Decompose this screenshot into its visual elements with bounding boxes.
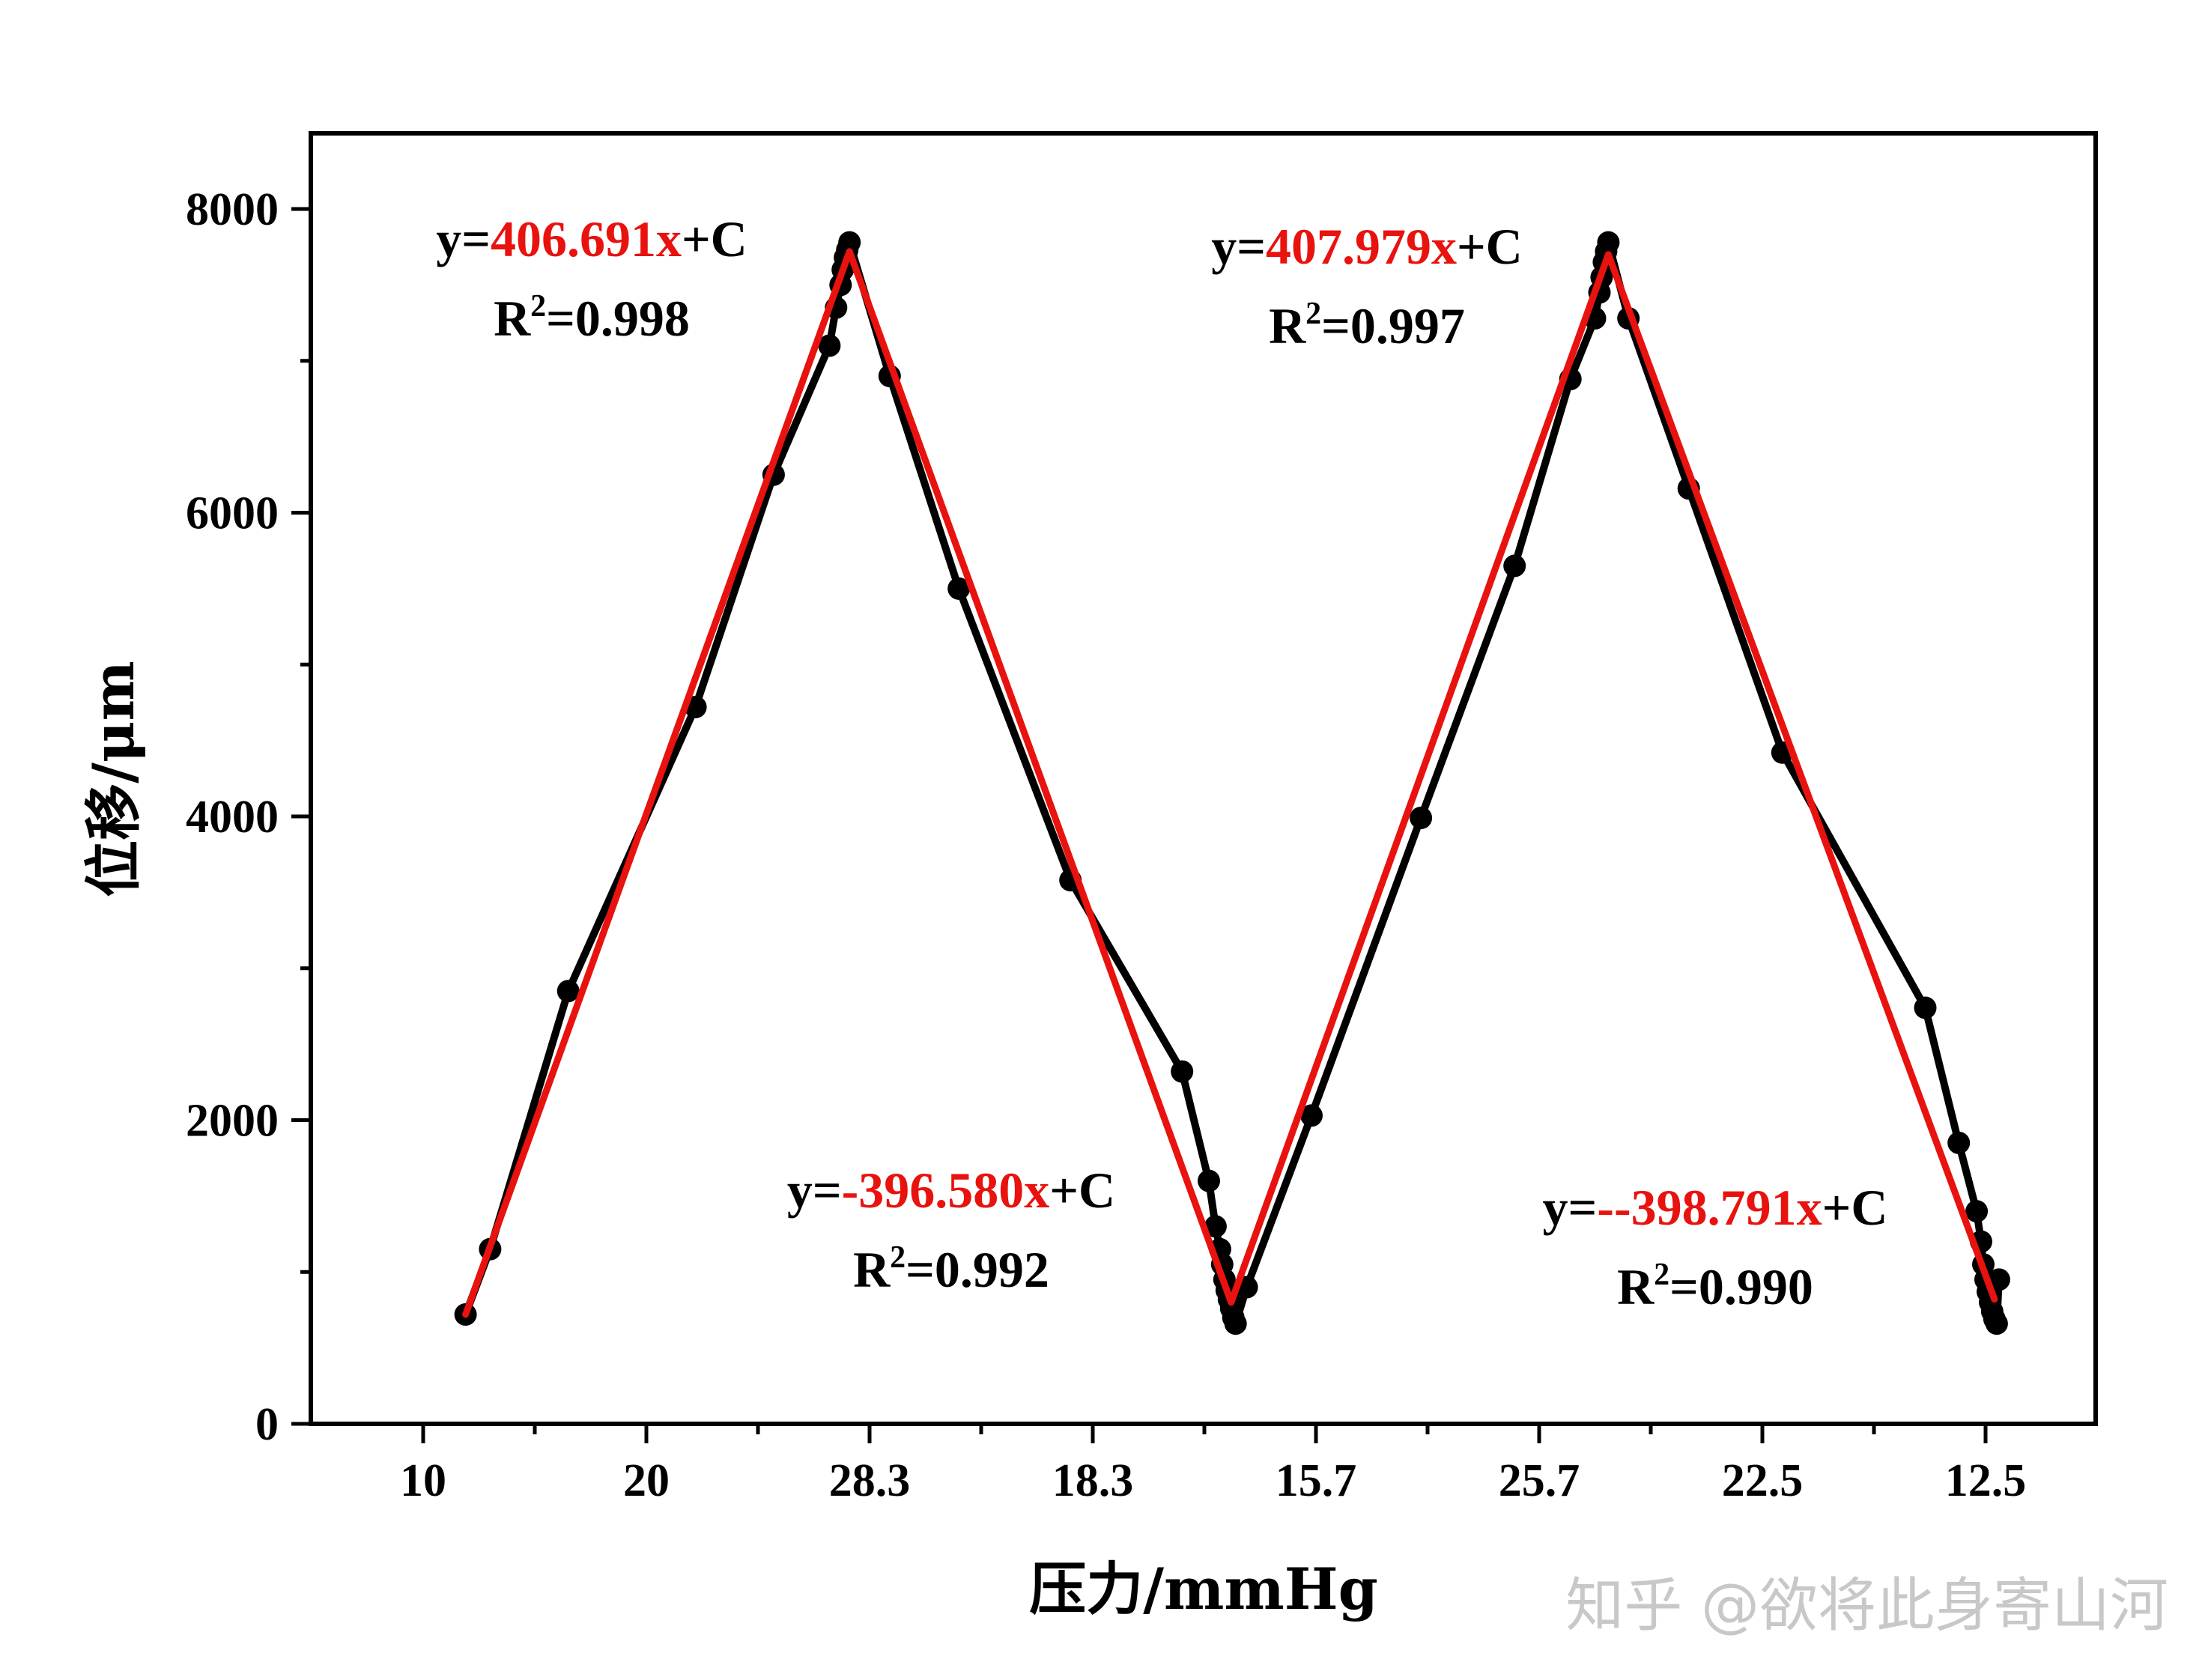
x-tick-label: 10 [400,1455,446,1506]
y-tick-labels: 0 2000 4000 6000 8000 [186,184,279,1450]
fit-annotation-4: y=--398.791x+C R2=0.990 [1543,1179,1888,1315]
fit-series-line [462,248,1998,1318]
svg-text:y=407.979x+C: y=407.979x+C [1211,218,1523,275]
svg-text:y=406.691x+C: y=406.691x+C [436,210,747,267]
y-tick-label: 8000 [186,184,279,235]
data-point [1914,996,1937,1019]
fit-annotation-2: y=407.979x+C R2=0.997 [1211,218,1523,354]
x-tick-labels: 10 20 28.3 18.3 15.7 25.7 22.5 12.5 [400,1455,2026,1506]
x-tick-label: 28.3 [829,1455,911,1506]
measured-series-line [461,238,2003,1328]
x-tick-label: 22.5 [1722,1455,1804,1506]
svg-text:R2=0.997: R2=0.997 [1269,297,1465,354]
data-point [1171,1060,1194,1083]
data-point [818,334,841,357]
series-layer [454,231,2010,1335]
plot-frame [309,131,2098,1426]
data-point [947,577,971,600]
data-point [1987,1268,2010,1291]
data-point [1597,231,1620,254]
svg-text:y=--398.791x+C: y=--398.791x+C [1543,1179,1888,1236]
x-tick-label: 20 [623,1455,670,1506]
data-point [1947,1131,1971,1154]
x-tick-label: 25.7 [1499,1455,1580,1506]
svg-text:R2=0.990: R2=0.990 [1617,1258,1813,1315]
y-tick-label: 4000 [186,792,279,843]
x-tick-label: 15.7 [1276,1455,1357,1506]
data-point [838,231,861,254]
y-tick-label: 6000 [186,488,279,539]
data-point [1204,1215,1227,1238]
fit-annotation-1: y=406.691x+C R2=0.998 [436,210,747,347]
x-tick-label: 18.3 [1052,1455,1134,1506]
svg-text:R2=0.998: R2=0.998 [494,289,690,347]
watermark: 知乎 @欲将此身寄山河 [1565,1572,2168,1640]
svg-text:y=-396.580x+C: y=-396.580x+C [787,1162,1115,1219]
data-point [1300,1104,1323,1127]
data-point [1965,1200,1989,1223]
data-point [1224,1312,1247,1335]
x-axis-title: 压力/mmHg [1029,1556,1378,1622]
data-point [1985,1312,2008,1335]
data-point [1503,554,1526,577]
data-point [1410,807,1433,829]
y-tick-label: 2000 [186,1096,279,1147]
svg-text:R2=0.992: R2=0.992 [853,1240,1049,1298]
y-tick-label: 0 [255,1399,279,1450]
y-axis-title: 位移/μm [80,661,147,897]
data-point [556,980,580,1003]
x-tick-label: 12.5 [1945,1455,2027,1506]
data-point [1198,1169,1220,1192]
fit-annotation-3: y=-396.580x+C R2=0.992 [787,1162,1115,1298]
